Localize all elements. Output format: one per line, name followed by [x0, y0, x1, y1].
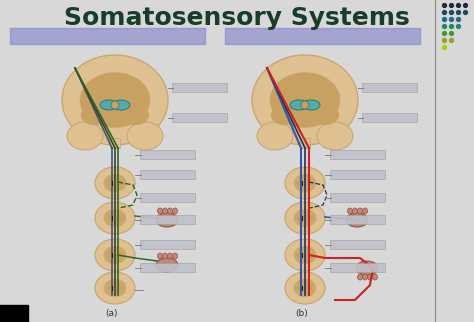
Text: (a): (a): [105, 309, 118, 318]
Ellipse shape: [307, 252, 313, 258]
Ellipse shape: [156, 258, 178, 272]
Ellipse shape: [95, 239, 135, 271]
Ellipse shape: [157, 253, 163, 259]
Ellipse shape: [157, 208, 163, 214]
Ellipse shape: [117, 286, 124, 290]
FancyBboxPatch shape: [363, 113, 418, 122]
Bar: [0, 305, 28, 322]
FancyBboxPatch shape: [330, 194, 385, 203]
Ellipse shape: [117, 252, 124, 258]
Ellipse shape: [156, 213, 178, 227]
Ellipse shape: [104, 174, 126, 192]
Ellipse shape: [306, 80, 328, 96]
Ellipse shape: [294, 279, 316, 297]
FancyBboxPatch shape: [330, 241, 385, 250]
Ellipse shape: [62, 55, 168, 145]
Bar: [110, 138, 120, 148]
Ellipse shape: [285, 272, 325, 304]
Ellipse shape: [297, 181, 303, 185]
Ellipse shape: [285, 202, 325, 234]
Ellipse shape: [307, 181, 313, 185]
FancyBboxPatch shape: [140, 215, 195, 224]
Ellipse shape: [167, 253, 173, 259]
Ellipse shape: [285, 239, 325, 271]
Ellipse shape: [104, 246, 126, 264]
Ellipse shape: [121, 105, 149, 125]
Ellipse shape: [297, 286, 303, 290]
Ellipse shape: [257, 122, 293, 150]
Ellipse shape: [363, 208, 367, 214]
Ellipse shape: [173, 208, 177, 214]
Bar: [10, 28, 205, 44]
Ellipse shape: [81, 105, 109, 125]
Ellipse shape: [357, 274, 363, 280]
Text: Somatosensory Systems: Somatosensory Systems: [64, 6, 410, 30]
Ellipse shape: [127, 122, 163, 150]
Ellipse shape: [80, 72, 150, 128]
Ellipse shape: [252, 55, 358, 145]
Ellipse shape: [307, 286, 313, 290]
FancyBboxPatch shape: [330, 171, 385, 179]
Ellipse shape: [117, 215, 124, 221]
Ellipse shape: [294, 174, 316, 192]
Ellipse shape: [285, 167, 325, 199]
Text: (b): (b): [295, 309, 308, 318]
Ellipse shape: [100, 100, 118, 110]
Ellipse shape: [317, 122, 353, 150]
Ellipse shape: [173, 253, 177, 259]
Ellipse shape: [117, 181, 124, 185]
Ellipse shape: [353, 208, 357, 214]
FancyBboxPatch shape: [330, 215, 385, 224]
FancyBboxPatch shape: [330, 150, 385, 159]
FancyBboxPatch shape: [173, 83, 228, 92]
Ellipse shape: [107, 181, 113, 185]
Ellipse shape: [167, 208, 173, 214]
Ellipse shape: [373, 274, 377, 280]
Ellipse shape: [67, 122, 103, 150]
Ellipse shape: [302, 100, 320, 110]
Ellipse shape: [95, 202, 135, 234]
Ellipse shape: [107, 286, 113, 290]
FancyBboxPatch shape: [140, 150, 195, 159]
Ellipse shape: [290, 100, 308, 110]
Ellipse shape: [367, 274, 373, 280]
FancyBboxPatch shape: [140, 194, 195, 203]
FancyBboxPatch shape: [330, 263, 385, 272]
Ellipse shape: [294, 246, 316, 264]
Ellipse shape: [163, 253, 167, 259]
Ellipse shape: [104, 279, 126, 297]
FancyBboxPatch shape: [363, 83, 418, 92]
Ellipse shape: [357, 208, 363, 214]
Ellipse shape: [270, 72, 340, 128]
Ellipse shape: [163, 208, 167, 214]
Ellipse shape: [347, 208, 353, 214]
Ellipse shape: [363, 274, 367, 280]
Bar: [225, 28, 420, 44]
FancyBboxPatch shape: [140, 263, 195, 272]
Ellipse shape: [104, 209, 126, 227]
Ellipse shape: [112, 100, 130, 110]
Ellipse shape: [111, 101, 119, 109]
Ellipse shape: [107, 215, 113, 221]
Ellipse shape: [294, 209, 316, 227]
Ellipse shape: [116, 80, 138, 96]
Ellipse shape: [297, 252, 303, 258]
Ellipse shape: [307, 215, 313, 221]
Ellipse shape: [311, 105, 339, 125]
Ellipse shape: [346, 213, 368, 227]
Ellipse shape: [301, 101, 309, 109]
Ellipse shape: [282, 80, 304, 96]
Ellipse shape: [356, 261, 378, 275]
Ellipse shape: [95, 167, 135, 199]
FancyBboxPatch shape: [173, 113, 228, 122]
Ellipse shape: [107, 252, 113, 258]
Ellipse shape: [271, 105, 299, 125]
Bar: [300, 138, 310, 148]
FancyBboxPatch shape: [140, 241, 195, 250]
Ellipse shape: [297, 215, 303, 221]
Ellipse shape: [92, 80, 114, 96]
Ellipse shape: [95, 272, 135, 304]
FancyBboxPatch shape: [140, 171, 195, 179]
